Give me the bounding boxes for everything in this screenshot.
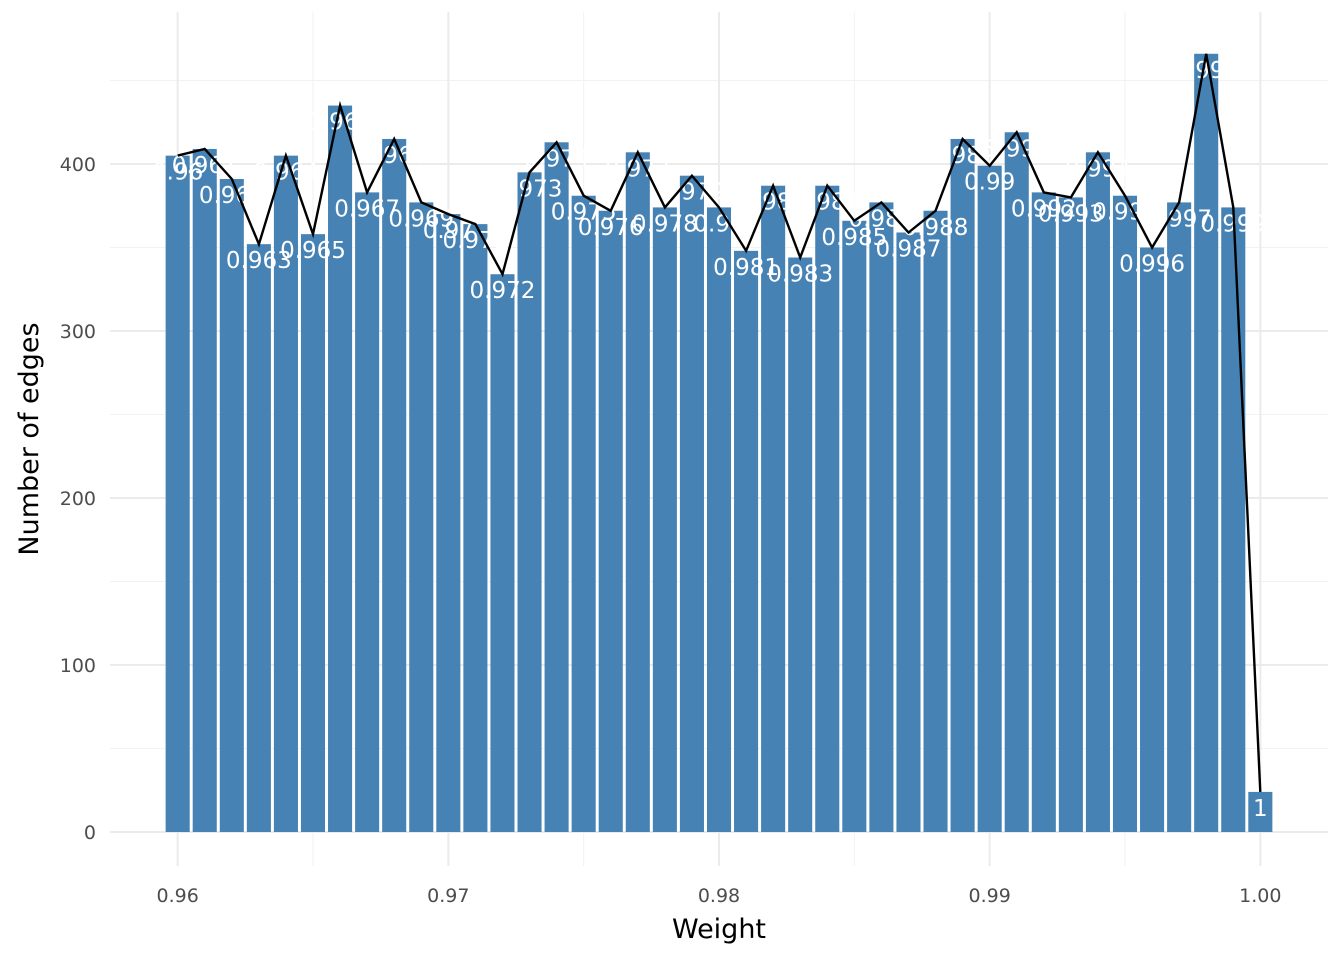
histogram-bar [355,192,380,832]
histogram-bar [625,152,650,832]
histogram-bar [436,214,461,833]
histogram-bar [219,179,244,832]
bar-value-label: 0.972 [470,278,536,304]
histogram-bar [1248,791,1273,832]
histogram-bar [977,165,1002,833]
bar-value-label: 0.964 [253,160,319,186]
bar-value-label: 0.978 [632,211,698,237]
x-tick-label: 0.97 [427,885,469,907]
x-tick-label: 0.96 [157,885,199,907]
bar-value-label: 0.962 [199,183,265,209]
histogram-bar [300,234,326,832]
histogram-bar [1194,53,1219,832]
y-tick-label: 100 [60,655,96,677]
bars [165,53,1273,833]
x-tick-label: 0.99 [969,885,1011,907]
histogram-bar [246,244,271,832]
histogram-bar [328,105,353,833]
histogram-bar [1085,152,1110,832]
bar-value-label: 0.975 [551,200,617,226]
bar-value-label: 0.982 [740,190,806,216]
bar-value-labels: 0.960.9610.9620.9630.9640.9650.9660.9670… [152,58,1268,822]
histogram-bar [1031,192,1056,832]
histogram-bar [923,210,948,832]
bar-value-label: 0.96 [152,160,203,186]
bar-value-label: 0.965 [280,238,346,264]
histogram-bar [1140,247,1165,832]
x-tick-label: 0.98 [698,885,740,907]
histogram-bar [950,138,975,832]
bar-value-label: 0.99 [964,170,1015,196]
histogram-bar [1221,207,1246,833]
histogram-bar [679,175,704,832]
y-tick-label: 0 [84,822,96,844]
bar-value-label: 0.981 [713,255,779,281]
y-axis-ticks: 0 100 200 300 400 [60,154,96,844]
x-axis-title: Weight [672,914,766,945]
histogram-bar [490,274,515,833]
histogram-bar [463,224,488,832]
bar-value-label: 0.977 [605,156,671,182]
histogram-bar [1004,132,1029,832]
bar-value-label: 0.98 [693,211,744,237]
bar-value-label: 0.997 [1146,206,1212,232]
bar-value-label: 0.996 [1119,252,1185,278]
histogram-bar [1058,197,1083,832]
histogram-bar [652,207,677,833]
histogram-bar [598,210,623,832]
histogram-bar [273,155,298,832]
histogram-bar [842,220,867,832]
bar-value-label: 0.963 [226,248,292,274]
histogram-bar [1167,202,1192,832]
bar-value-label: 0.984 [794,190,860,216]
bar-value-label: 0.993 [1038,201,1104,227]
x-axis-ticks: 0.96 0.97 0.98 0.99 1.00 [157,885,1282,907]
y-tick-label: 400 [60,154,96,176]
bar-value-label: 0.968 [361,143,427,169]
bar-value-label: 0.998 [1173,58,1239,84]
y-tick-label: 300 [60,321,96,343]
bar-value-label: 0.971 [442,228,508,254]
histogram-bar [165,155,190,832]
histogram-bar [788,257,813,832]
histogram-bar [544,142,569,833]
histogram-bar [706,207,732,833]
bar-value-label: 0.991 [984,136,1050,162]
x-tick-label: 1.00 [1239,885,1281,907]
y-tick-label: 200 [60,488,96,510]
bar-value-label: 1 [1253,796,1268,822]
bar-value-label: 0.973 [497,176,563,202]
bar-value-label: 0.976 [578,215,644,241]
count-trend-line [177,53,1262,792]
y-axis-title: Number of edges [14,322,45,555]
histogram-bar [734,250,759,833]
histogram-bar [571,195,596,833]
bar-value-label: 0.97 [423,218,474,244]
bar-value-label: 0.989 [930,143,996,169]
bar-value-label: 0.987 [876,236,942,262]
bar-value-label: 0.992 [1011,196,1077,222]
bar-value-label: 0.983 [767,262,833,288]
bar-value-label: 0.985 [821,225,887,251]
histogram-bar [192,148,217,833]
histogram-bar [896,232,921,833]
histogram-bar [409,202,434,832]
histogram-bar [815,185,840,832]
histogram-bar [1112,195,1138,833]
bar-value-label: 0.995 [1092,200,1158,226]
bar-value-label: 0.994 [1065,156,1131,182]
bar-value-label: 0.966 [307,110,373,136]
histogram-bar [517,172,542,833]
histogram-bar [869,202,894,832]
histogram-bar [382,138,407,832]
histogram-bar [761,185,786,832]
bar-value-label: 0.967 [334,196,400,222]
